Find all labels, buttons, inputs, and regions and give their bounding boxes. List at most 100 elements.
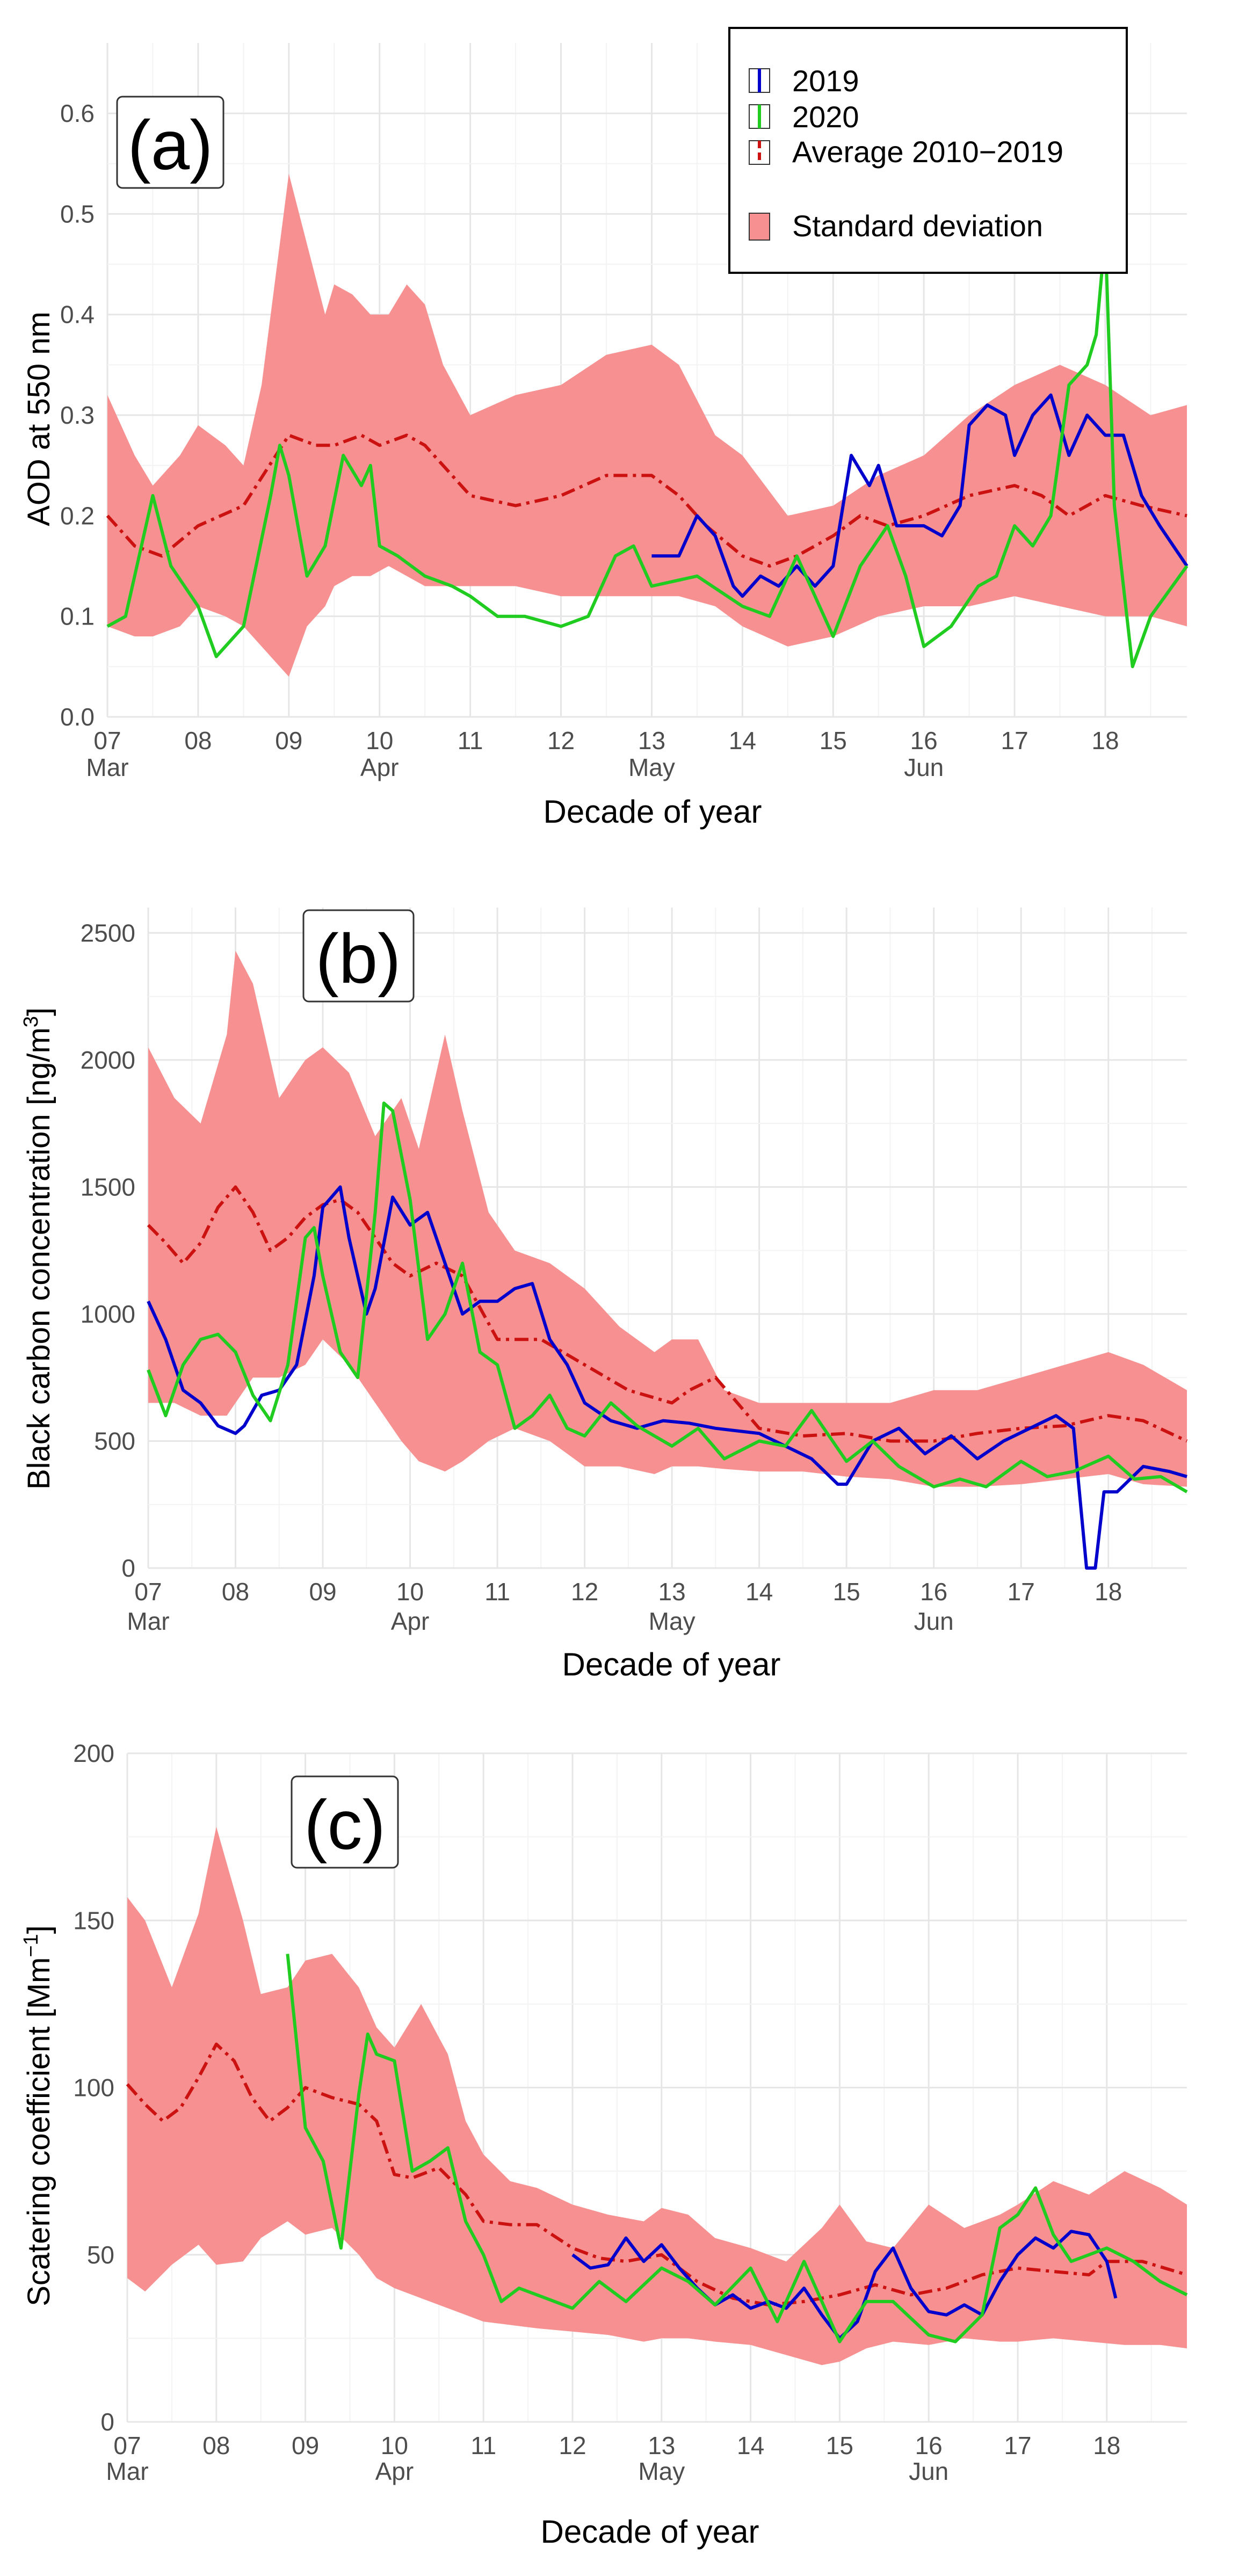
- panel-a-x-tick-9: 16: [910, 727, 938, 754]
- panel-c-month-9: Jun: [909, 2457, 948, 2485]
- panel-c-y-tick-0: 0: [100, 2408, 114, 2436]
- panel-c-x-tick-1: 08: [202, 2432, 230, 2459]
- panel-a-x-tick-4: 11: [458, 727, 483, 754]
- legend-label-2019: 2019: [792, 64, 859, 98]
- panel-c-y-tick-1: 50: [87, 2241, 114, 2269]
- panel-b-x-tick-11: 18: [1095, 1578, 1122, 1606]
- panel-b-x-tick-4: 11: [484, 1578, 510, 1606]
- panel-c-x-tick-3: 10: [381, 2432, 408, 2459]
- panel-b-y-tick-1: 500: [94, 1427, 135, 1455]
- panel-a-x-tick-11: 18: [1091, 727, 1119, 754]
- panel-a-y-tick-3: 0.3: [60, 401, 95, 429]
- panel-c-x-tick-0: 07: [113, 2432, 141, 2459]
- panel-c-x-tick-11: 18: [1093, 2432, 1120, 2459]
- panel-c-label-box: [291, 1775, 399, 1869]
- panel-c-x-tick-4: 11: [470, 2432, 496, 2459]
- panel-b-series: [147, 1101, 1188, 1570]
- panel-a-month-9: Jun: [904, 753, 944, 781]
- panel-a-y-tick-6: 0.6: [60, 99, 95, 127]
- panel-a-std-band: [107, 173, 1187, 677]
- panel-b-y-tick-5: 2500: [81, 919, 135, 947]
- panel-c-y-tick-3: 150: [73, 1906, 114, 1934]
- panel-b-month-9: Jun: [914, 1607, 954, 1635]
- legend-label-std: Standard deviation: [792, 209, 1043, 243]
- panel-c-month-6: May: [638, 2457, 685, 2485]
- panel-a-x-tick-10: 17: [1001, 727, 1028, 754]
- panel-c-x-tick-6: 13: [648, 2432, 675, 2459]
- panel-c-y-ticks: 0 50 100 150 200: [73, 1739, 114, 2436]
- panel-b-line-series_2019: [147, 1185, 1187, 1570]
- panel-b-y-tick-3: 1500: [81, 1173, 135, 1201]
- panel-c-label: (c): [304, 1786, 386, 1864]
- panel-b-x-label: Decade of year: [562, 1646, 781, 1682]
- panel-c-y-tick-4: 200: [73, 1739, 114, 1767]
- panel-c-month-3: Apr: [375, 2457, 414, 2485]
- panel-b-x-tick-3: 10: [396, 1578, 424, 1606]
- panel-a-y-tick-0: 0.0: [60, 703, 95, 731]
- panel-a-month-3: Apr: [360, 753, 399, 781]
- panel-c-y-tick-2: 100: [73, 2074, 114, 2102]
- panel-a-y-tick-4: 0.4: [60, 301, 95, 329]
- legend: 2019 2020 Average 2010−2019 Standard dev…: [728, 27, 1128, 274]
- panel-b-x-tick-1: 08: [222, 1578, 249, 1606]
- panel-b-label-box: [302, 909, 415, 1003]
- panel-a-line-series_2019: [651, 393, 1189, 598]
- panel-a-label: (a): [128, 106, 213, 184]
- panel-b-y-tick-2: 1000: [81, 1300, 135, 1328]
- panel-c-line-average: [126, 2042, 1187, 2307]
- panel-a-y-label: AOD at 550 nm: [21, 311, 56, 526]
- panel-c-x-tick-10: 17: [1004, 2432, 1031, 2459]
- panel-a-month-0: Mar: [86, 753, 128, 781]
- panel-a-label-box: [116, 96, 224, 189]
- panel-b-month-6: May: [649, 1607, 696, 1635]
- panel-a-x-tick-0: 07: [93, 727, 121, 754]
- panel-c-x-tick-5: 12: [559, 2432, 586, 2459]
- panel-a-line-series_2020: [106, 232, 1189, 669]
- legend-label-average: Average 2010−2019: [792, 135, 1063, 169]
- panel-c-line-series_2020: [286, 1954, 1188, 2343]
- panel-b-x-tick-6: 13: [658, 1578, 686, 1606]
- panel-a-y-tick-1: 0.1: [60, 603, 95, 630]
- panel-b-line-series_2020: [147, 1101, 1188, 1493]
- panel-a-x-tick-6: 13: [638, 727, 665, 754]
- panel-a-x-tick-2: 09: [275, 727, 302, 754]
- panel-c-x-label: Decade of year: [541, 2514, 759, 2550]
- legend-key-std: [749, 213, 770, 241]
- panel-a-x-label: Decade of year: [544, 794, 762, 830]
- panel-c-x-tick-8: 15: [826, 2432, 853, 2459]
- panel-a-x-tick-7: 14: [729, 727, 756, 754]
- panel-b-x-tick-5: 12: [571, 1578, 598, 1606]
- panel-b-line-average: [147, 1185, 1188, 1443]
- panel-a-y-tick-2: 0.2: [60, 502, 95, 529]
- legend-label-2020: 2020: [792, 100, 859, 134]
- panel-c-month-0: Mar: [106, 2457, 148, 2485]
- panel-b-label: (b): [316, 919, 401, 998]
- panel-b-x-tick-10: 17: [1008, 1578, 1035, 1606]
- panel-a-x-tick-8: 15: [820, 727, 847, 754]
- panel-b-x-tick-7: 14: [745, 1578, 773, 1606]
- panel-c-x-tick-2: 09: [292, 2432, 319, 2459]
- panel-b-y-ticks: 0 500 1000 1500 2000 2500: [81, 919, 135, 1582]
- panel-b-x-tick-0: 07: [134, 1578, 162, 1606]
- panel-b-month-3: Apr: [391, 1607, 430, 1635]
- panel-a-line-average: [106, 433, 1187, 568]
- panel-b-y-label: Black carbon concentration [ng/m3]: [20, 1007, 56, 1490]
- panel-b-y-tick-4: 2000: [81, 1046, 135, 1074]
- panel-b-x-tick-2: 09: [309, 1578, 336, 1606]
- legend-box: [728, 27, 1128, 274]
- panel-b-x-tick-8: 15: [833, 1578, 860, 1606]
- panel-b-y-tick-0: 0: [121, 1554, 135, 1582]
- panel-c-series: [126, 1954, 1188, 2343]
- panel-c-x-tick-9: 16: [915, 2432, 943, 2459]
- panel-b-month-0: Mar: [127, 1607, 169, 1635]
- panel-b-x-tick-9: 16: [920, 1578, 947, 1606]
- panel-a-y-ticks: 0.0 0.1 0.2 0.3 0.4 0.5 0.6: [60, 99, 95, 731]
- panel-a-x-tick-5: 12: [547, 727, 575, 754]
- panel-a-y-tick-5: 0.5: [60, 200, 95, 228]
